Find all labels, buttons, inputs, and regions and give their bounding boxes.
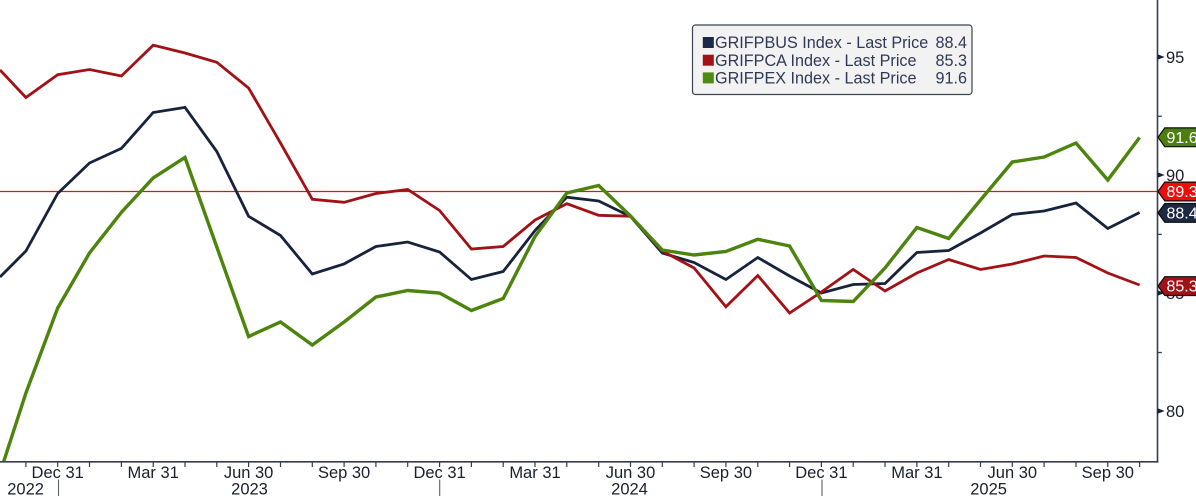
svg-text:2024: 2024 (611, 481, 648, 496)
svg-text:Mar 31: Mar 31 (891, 464, 942, 482)
svg-text:85.3: 85.3 (935, 52, 967, 70)
svg-text:GRIFPCA Index - Last Price: GRIFPCA Index - Last Price (715, 52, 917, 70)
svg-text:GRIFPBUS Index - Last Price: GRIFPBUS Index - Last Price (715, 34, 928, 52)
svg-text:80: 80 (1166, 403, 1184, 421)
svg-text:2025: 2025 (970, 481, 1007, 496)
svg-text:88.4: 88.4 (935, 34, 967, 52)
svg-text:91.6: 91.6 (935, 70, 967, 88)
svg-text:GRIFPEX Index - Last Price: GRIFPEX Index - Last Price (715, 70, 917, 88)
svg-text:Jun 30: Jun 30 (606, 464, 656, 482)
svg-text:91.6: 91.6 (1167, 130, 1196, 147)
svg-text:Jun 30: Jun 30 (988, 464, 1038, 482)
svg-text:Dec 31: Dec 31 (795, 464, 847, 482)
svg-text:88.4: 88.4 (1167, 206, 1196, 223)
svg-text:Mar 31: Mar 31 (128, 464, 179, 482)
svg-text:Sep 30: Sep 30 (700, 464, 752, 482)
svg-text:Dec 31: Dec 31 (413, 464, 465, 482)
svg-text:Sep 30: Sep 30 (1082, 464, 1134, 482)
svg-text:85.3: 85.3 (1167, 279, 1196, 296)
svg-text:Dec 31: Dec 31 (32, 464, 84, 482)
svg-text:Jun 30: Jun 30 (224, 464, 274, 482)
svg-text:2023: 2023 (231, 481, 268, 496)
svg-text:Sep 30: Sep 30 (318, 464, 370, 482)
svg-text:95: 95 (1166, 49, 1184, 67)
svg-text:90: 90 (1166, 167, 1184, 185)
svg-text:89.3: 89.3 (1167, 184, 1196, 201)
svg-text:Mar 31: Mar 31 (509, 464, 560, 482)
svg-text:2022: 2022 (7, 481, 44, 496)
